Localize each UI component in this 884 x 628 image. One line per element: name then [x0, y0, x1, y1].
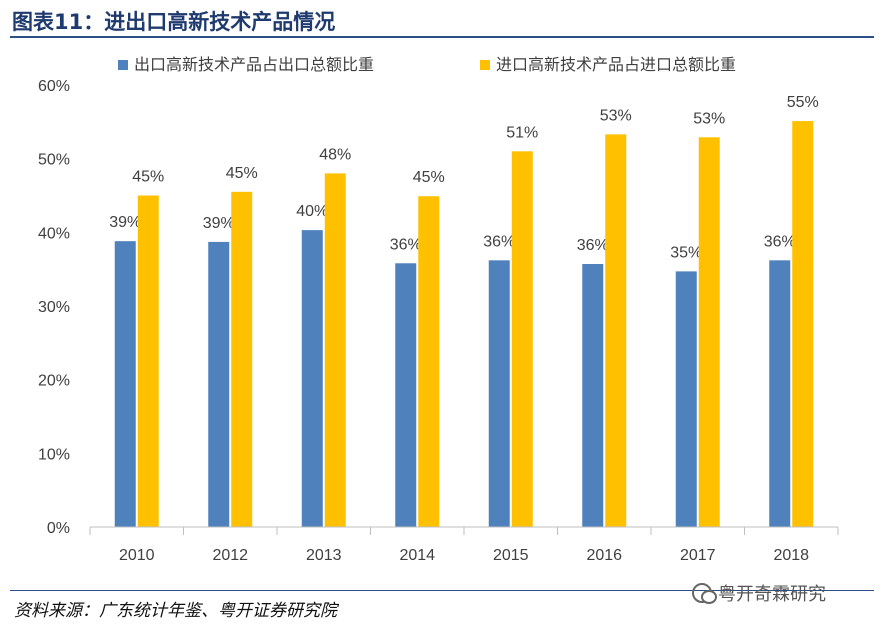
legend-label-0: 出口高新技术产品占出口总额比重: [134, 55, 374, 74]
data-label-export: 39%: [203, 215, 235, 232]
data-label-export: 36%: [577, 237, 609, 254]
x-tick-label: 2016: [586, 547, 622, 564]
bar-export: [582, 264, 604, 527]
bar-import: [418, 196, 440, 527]
bar-export: [208, 241, 230, 527]
y-tick-label: 10%: [38, 446, 70, 463]
legend: 出口高新技术产品占出口总额比重 进口高新技术产品占进口总额比重: [118, 55, 736, 74]
data-label-export: 40%: [296, 203, 328, 220]
source-divider: [10, 590, 874, 591]
x-tick-label: 2017: [680, 547, 716, 564]
bar-import: [137, 195, 159, 527]
x-tick-label: 2015: [493, 547, 529, 564]
data-label-export: 36%: [390, 236, 422, 253]
data-label-export: 35%: [670, 244, 702, 261]
bar-export: [675, 271, 697, 527]
data-label-import: 48%: [319, 146, 351, 163]
bar-export: [114, 241, 136, 527]
chart-title: 图表11：进出口高新技术产品情况: [12, 10, 336, 34]
bar-import: [324, 173, 346, 527]
y-tick-label: 60%: [38, 78, 70, 95]
x-tick-label: 2014: [399, 547, 435, 564]
y-tick-label: 0%: [47, 520, 70, 537]
data-label-import: 45%: [226, 165, 258, 182]
x-tick-label: 2012: [212, 547, 248, 564]
watermark: 粤开奇霖研究: [692, 580, 826, 606]
x-tick-label: 2010: [119, 547, 155, 564]
data-label-import: 45%: [413, 169, 445, 186]
data-label-import: 53%: [693, 110, 725, 127]
source-note: 资料来源：广东统计年鉴、粤开证券研究院: [14, 601, 337, 621]
y-tick-label: 40%: [38, 225, 70, 242]
data-label-import: 51%: [506, 124, 538, 141]
bar-import: [698, 137, 720, 527]
bar-export: [301, 230, 323, 527]
y-tick-label: 50%: [38, 152, 70, 169]
legend-label-1: 进口高新技术产品占进口总额比重: [496, 55, 736, 74]
bar-export: [769, 260, 791, 527]
wechat-icon: [692, 583, 717, 604]
bars: 39% 45% 39% 45% 40% 48% 36% 45% 36% 51% 36% 53% 35% 5…: [109, 94, 819, 528]
bar-export: [395, 263, 417, 527]
bar-chart: 出口高新技术产品占出口总额比重 进口高新技术产品占进口总额比重 0% 10% 20% 3…: [38, 55, 839, 564]
data-label-import: 53%: [600, 107, 632, 124]
y-tick-label: 30%: [38, 299, 70, 316]
data-label-export: 36%: [483, 233, 515, 250]
data-label-import: 45%: [132, 169, 164, 186]
x-tick-label: 2013: [306, 547, 342, 564]
watermark-text: 粤开奇霖研究: [718, 584, 826, 605]
bar-export: [488, 260, 510, 527]
title-divider: [10, 36, 874, 38]
bar-import: [231, 191, 253, 528]
data-label-export: 39%: [109, 214, 141, 231]
bar-import: [511, 151, 533, 528]
data-label-import: 55%: [787, 94, 819, 111]
bar-import: [792, 121, 814, 527]
legend-swatch-1: [480, 60, 490, 70]
legend-swatch-0: [118, 60, 128, 70]
y-axis: 0% 10% 20% 30% 40% 50% 60%: [38, 78, 70, 537]
y-tick-label: 20%: [38, 373, 70, 390]
bar-import: [605, 134, 627, 527]
x-tick-label: 2018: [773, 547, 809, 564]
data-label-export: 36%: [764, 233, 796, 250]
x-axis: 2010 2012 2013 2014 2015 2016 2017 2018: [89, 526, 839, 564]
